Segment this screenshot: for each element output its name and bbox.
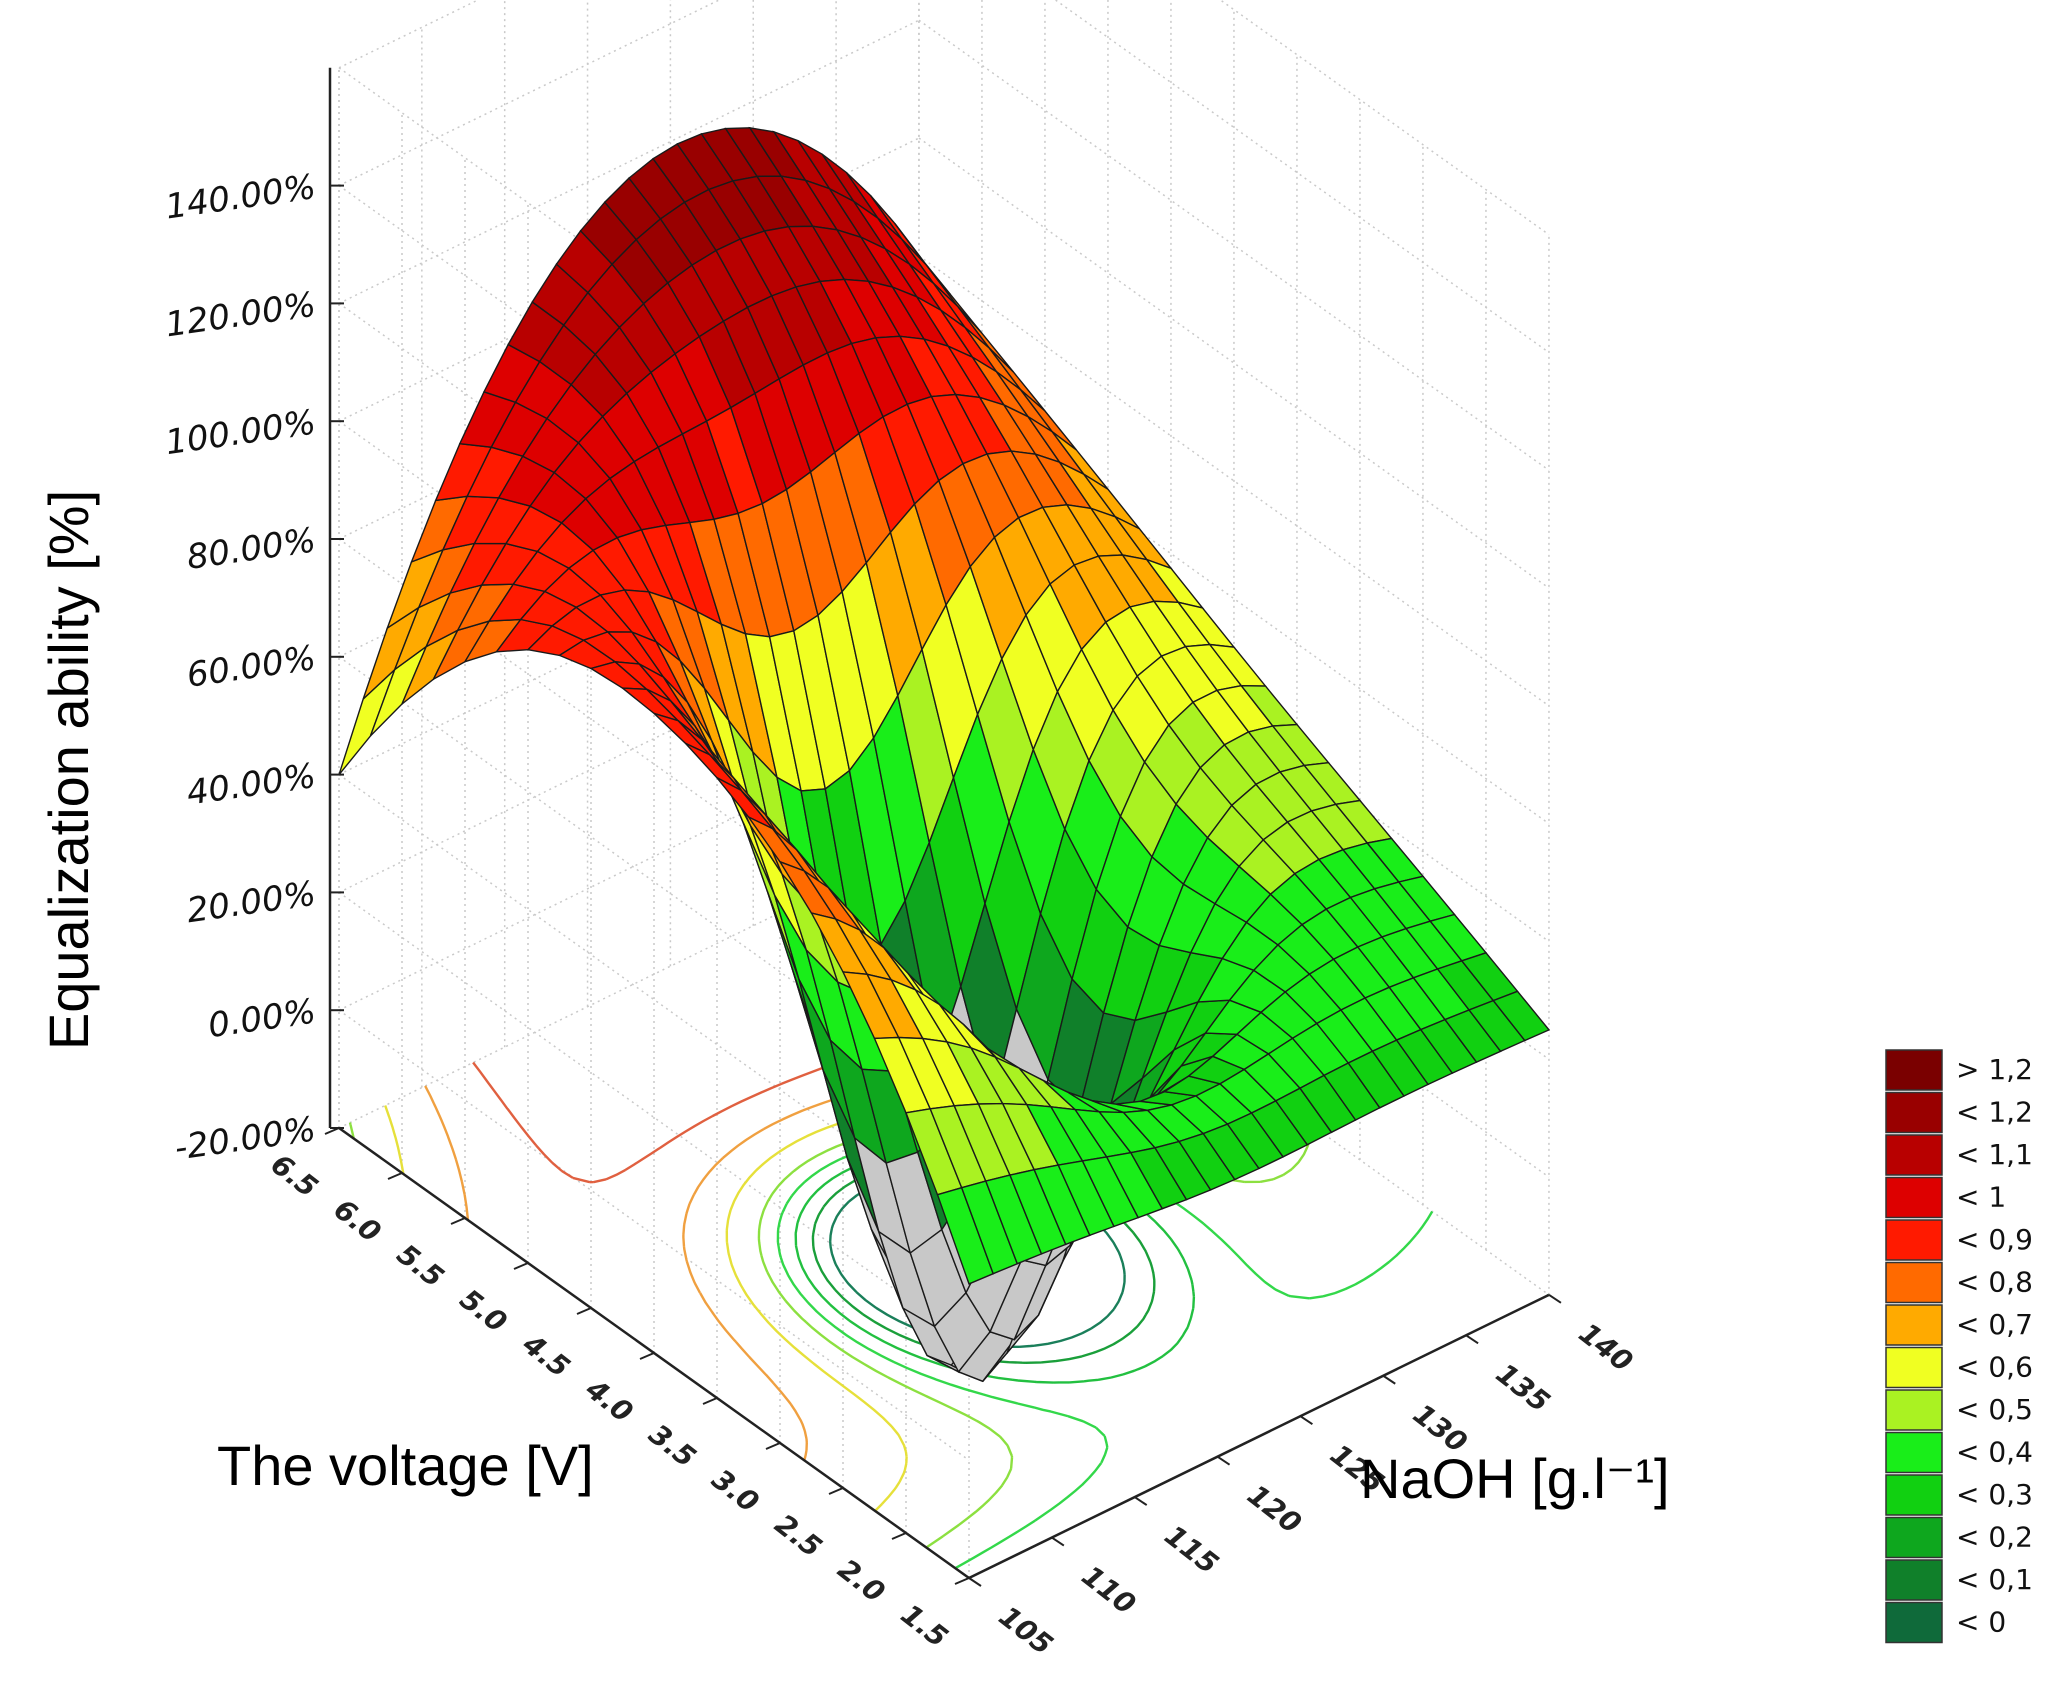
naoh-tick-mark — [968, 1577, 982, 1587]
legend-label: < 1 — [1956, 1181, 2006, 1214]
naoh-tick-mark — [1134, 1496, 1148, 1506]
legend-swatch — [1885, 1516, 1943, 1559]
legend-label: < 0,3 — [1956, 1478, 2033, 1511]
legend-label: < 0,8 — [1956, 1266, 2033, 1299]
response-surface — [338, 126, 1551, 1383]
voltage-axis-title: The voltage [V] — [217, 1434, 594, 1497]
z-tick-label: 20.00% — [184, 874, 318, 932]
z-tick-label: 0.00% — [206, 992, 319, 1047]
z-axis-title: Equalization ability [%] — [37, 490, 100, 1050]
voltage-tick-label: 5.0 — [454, 1283, 513, 1340]
legend-label: > 1,2 — [1956, 1053, 2033, 1086]
voltage-tick-label: 2.0 — [832, 1553, 891, 1610]
legend-swatch — [1885, 1559, 1943, 1601]
z-tick-label: 60.00% — [184, 638, 318, 696]
naoh-tick-mark — [1299, 1415, 1313, 1426]
voltage-tick-label: 3.5 — [643, 1418, 702, 1475]
voltage-tick-mark — [891, 1532, 907, 1540]
naoh-tick-label: 135 — [1490, 1357, 1556, 1419]
legend-swatch — [1885, 1049, 1943, 1091]
voltage-tick-mark — [513, 1262, 529, 1270]
legend-label: < 1,2 — [1956, 1096, 2033, 1129]
voltage-tick-mark — [576, 1307, 592, 1315]
voltage-tick-label: 1.5 — [895, 1598, 954, 1655]
voltage-tick-mark — [324, 1127, 340, 1135]
voltage-tick-mark — [702, 1397, 718, 1405]
z-tick-label: 40.00% — [184, 756, 318, 814]
naoh-tick-label: 105 — [993, 1600, 1059, 1662]
legend-swatch — [1885, 1091, 1943, 1134]
naoh-tick-mark — [1465, 1334, 1479, 1345]
voltage-tick-mark — [954, 1577, 970, 1585]
naoh-tick-label: 140 — [1573, 1316, 1639, 1378]
surface-cell — [1492, 990, 1551, 1042]
legend-swatch — [1885, 1431, 1943, 1474]
legend-label: < 0,6 — [1956, 1351, 2033, 1384]
legend-label: < 1,1 — [1956, 1138, 2033, 1171]
surface-cell — [338, 669, 396, 776]
legend-swatch — [1885, 1474, 1943, 1516]
legend-swatch — [1885, 1304, 1943, 1346]
naoh-tick-label: 115 — [1158, 1519, 1224, 1581]
voltage-tick-mark — [639, 1352, 655, 1360]
z-tick-label: 100.00% — [163, 403, 318, 464]
voltage-tick-label: 3.0 — [706, 1463, 765, 1520]
legend-swatch — [1885, 1134, 1943, 1176]
z-tick-label: 140.00% — [163, 167, 318, 228]
legend-label: < 0 — [1956, 1606, 2006, 1639]
naoh-tick-mark — [1382, 1374, 1396, 1385]
voltage-tick-label: 6.5 — [265, 1148, 324, 1205]
legend-swatch — [1885, 1261, 1943, 1304]
naoh-tick-label: 120 — [1241, 1478, 1307, 1540]
naoh-axis-title: NaOH [g.l⁻¹] — [1360, 1447, 1670, 1510]
legend-label: < 0,9 — [1956, 1223, 2033, 1256]
z-tick-label: 120.00% — [163, 285, 318, 346]
legend-label: < 0,2 — [1956, 1521, 2033, 1554]
voltage-tick-label: 4.5 — [516, 1327, 576, 1384]
voltage-tick-mark — [387, 1172, 403, 1180]
legend-swatch — [1885, 1389, 1943, 1431]
naoh-tick-label: 110 — [1076, 1559, 1142, 1621]
z-tick-label: 80.00% — [184, 520, 318, 578]
voltage-tick-mark — [450, 1217, 466, 1225]
z-axis-ticks: -20.00%0.00%20.00%40.00%60.00%80.00%100.… — [163, 167, 344, 1169]
naoh-tick-mark — [1051, 1536, 1065, 1547]
legend-swatch — [1885, 1176, 1943, 1219]
voltage-tick-label: 5.5 — [391, 1238, 450, 1295]
legend-swatch — [1885, 1219, 1943, 1261]
color-legend: > 1,2 < 1,2 < 1,1 < 1 < 0,9 < 0,8 < 0,7 < 0,6 < … — [1885, 1049, 2033, 1644]
naoh-tick-mark — [1216, 1455, 1231, 1466]
voltage-tick-mark — [828, 1487, 844, 1495]
legend-label: < 0,7 — [1956, 1308, 2033, 1341]
legend-label: < 0,5 — [1956, 1393, 2033, 1426]
legend-swatch — [1885, 1346, 1943, 1389]
voltage-tick-label: 2.5 — [769, 1508, 828, 1565]
voltage-tick-mark — [765, 1442, 781, 1450]
naoh-axis-line — [968, 1293, 1550, 1580]
legend-swatch — [1885, 1601, 1943, 1644]
legend-label: < 0,4 — [1956, 1436, 2033, 1469]
voltage-tick-label: 6.0 — [328, 1193, 387, 1250]
legend-label: < 0,1 — [1956, 1563, 2033, 1596]
voltage-tick-label: 4.0 — [579, 1372, 639, 1429]
naoh-tick-mark — [1548, 1294, 1562, 1304]
